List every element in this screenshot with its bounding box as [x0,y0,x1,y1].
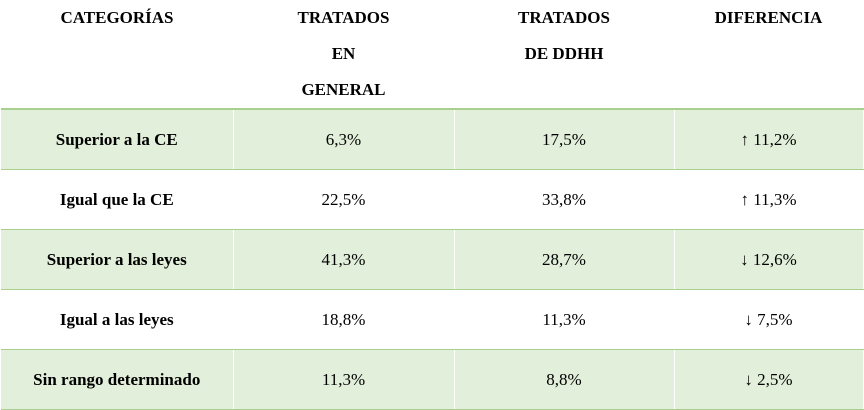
category-cell: Igual que la CE [1,169,234,230]
value-cell: 41,3% [233,229,455,290]
value-cell: 22,5% [233,169,455,230]
value-cell: 18,8% [233,289,455,350]
value-cell: ↓ 2,5% [674,349,864,410]
value-cell: 6,3% [233,109,455,170]
category-cell: Superior a la CE [1,109,234,170]
header-row: CATEGORÍAS TRATADOS EN GENERAL TRATADOS DE… [1,0,863,110]
value-cell: ↑ 11,3% [674,169,864,230]
table-row: Sin rango determinado 11,3% 8,8% ↓ 2,5% [1,349,864,410]
column-header: CATEGORÍAS [1,0,233,110]
value-cell: 17,5% [454,109,675,170]
value-cell: 33,8% [454,169,675,230]
column-header: TRATADOS DE DDHH [454,0,674,110]
table-row: Igual a las leyes 18,8% 11,3% ↓ 7,5% [1,289,864,350]
value-cell: 28,7% [454,229,675,290]
value-cell: 11,3% [233,349,455,410]
value-cell: ↓ 7,5% [674,289,864,350]
table-header: CATEGORÍAS TRATADOS EN GENERAL TRATADOS DE… [1,0,863,110]
table-row: Igual que la CE 22,5% 33,8% ↑ 11,3% [1,169,864,230]
table-row: Superior a la CE 6,3% 17,5% ↑ 11,2% [1,109,864,170]
column-header: TRATADOS EN GENERAL [233,0,454,110]
category-cell: Sin rango determinado [1,349,234,410]
value-cell: ↓ 12,6% [674,229,864,290]
category-cell: Superior a las leyes [1,229,234,290]
column-header: DIFERENCIA [674,0,863,110]
value-cell: 11,3% [454,289,675,350]
category-cell: Igual a las leyes [1,289,234,350]
value-cell: 8,8% [454,349,675,410]
table-body: Superior a la CE 6,3% 17,5% ↑ 11,2% Igual qu… [1,109,864,410]
value-cell: ↑ 11,2% [674,109,864,170]
table-row: Superior a las leyes 41,3% 28,7% ↓ 12,6% [1,229,864,290]
